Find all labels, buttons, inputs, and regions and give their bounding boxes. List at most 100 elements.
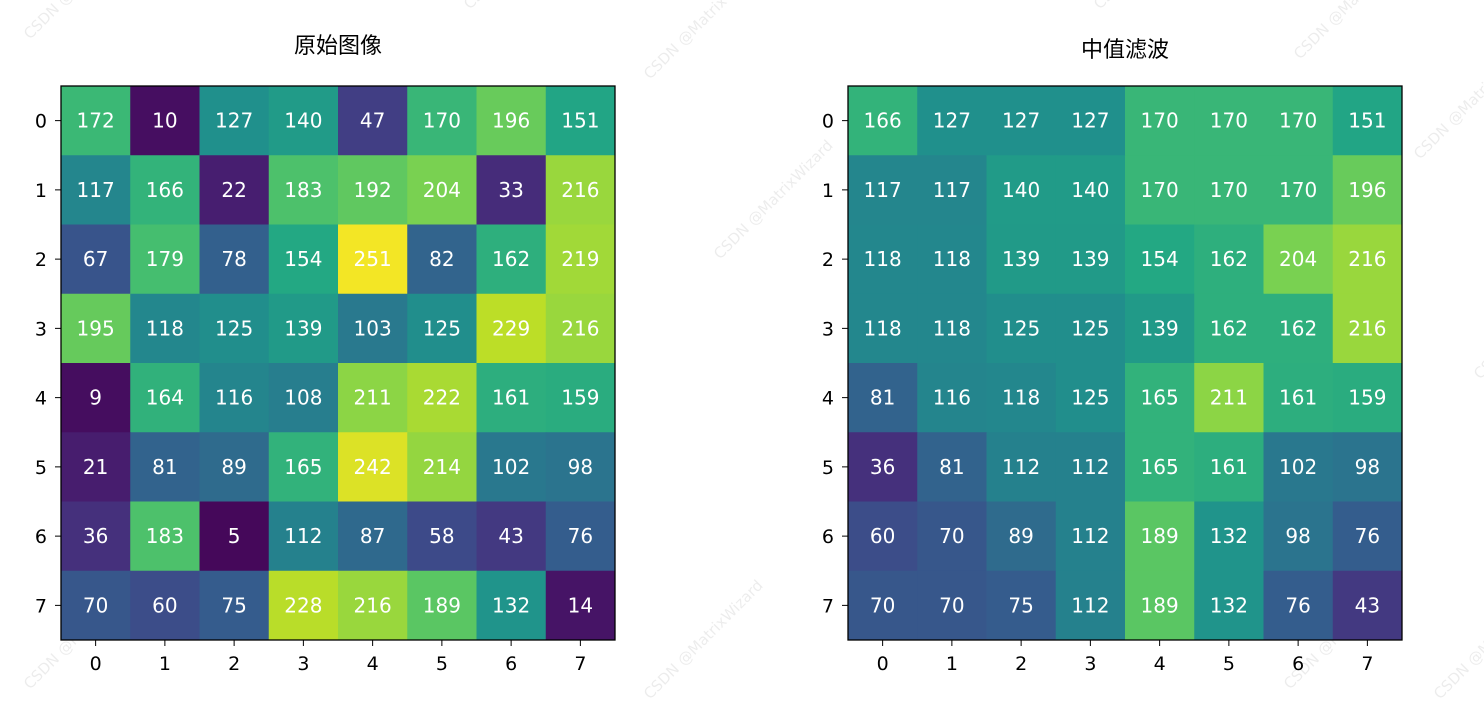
cell-value-label: 222 xyxy=(423,386,461,410)
cell-value-label: 118 xyxy=(864,316,902,340)
heatmap-cell xyxy=(199,293,270,364)
cell-value-label: 75 xyxy=(221,593,246,617)
heatmap-cell xyxy=(407,432,477,502)
y-tick-label: 3 xyxy=(35,318,47,340)
cell-value-label: 33 xyxy=(498,178,523,202)
y-tick-label: 0 xyxy=(35,111,47,133)
y-tick-label: 4 xyxy=(822,388,834,410)
cell-value-label: 10 xyxy=(152,109,177,133)
x-tick-label: 5 xyxy=(1223,653,1235,675)
watermark-text: CSDN @MatrixWizard xyxy=(1470,256,1484,383)
cell-value-label: 166 xyxy=(864,109,902,133)
heatmap-cell xyxy=(61,570,131,641)
watermark-text: CSDN @MatrixWizard xyxy=(640,0,767,83)
heatmap-cell xyxy=(61,224,131,295)
heatmap-cell xyxy=(545,155,616,225)
cell-value-label: 112 xyxy=(1071,455,1109,479)
heatmap-cell xyxy=(986,570,1057,641)
heatmap-cell xyxy=(338,363,408,433)
y-tick-label: 7 xyxy=(35,595,47,617)
x-tick-label: 6 xyxy=(1292,653,1304,675)
heatmap-cell xyxy=(917,224,987,295)
cell-value-label: 162 xyxy=(1279,316,1317,340)
cell-value-label: 112 xyxy=(1002,455,1040,479)
watermark-text: CSDN @MatrixWizard xyxy=(1090,0,1217,13)
y-tick-label: 1 xyxy=(35,180,47,202)
cell-value-label: 216 xyxy=(561,178,599,202)
heatmap-cell xyxy=(848,293,918,364)
cell-value-label: 132 xyxy=(1210,524,1248,548)
heatmap-cell xyxy=(1194,86,1264,156)
y-tick-label: 6 xyxy=(822,526,834,548)
y-tick-label: 4 xyxy=(35,388,47,410)
heatmap-cell xyxy=(1194,501,1264,572)
heatmap-cell xyxy=(1125,363,1195,433)
cell-value-label: 76 xyxy=(1285,593,1310,617)
cell-value-label: 102 xyxy=(492,455,530,479)
heatmap-cell xyxy=(1263,224,1334,295)
cell-value-label: 125 xyxy=(1002,316,1040,340)
heatmap-cell xyxy=(1194,155,1264,225)
heatmap-cell xyxy=(1125,501,1195,572)
cell-value-label: 161 xyxy=(492,386,530,410)
plot-frame xyxy=(60,85,616,641)
cell-value-label: 196 xyxy=(492,109,530,133)
cell-value-label: 125 xyxy=(1071,386,1109,410)
heatmap-cell xyxy=(338,570,408,641)
cell-value-label: 229 xyxy=(492,316,530,340)
cell-value-label: 118 xyxy=(864,247,902,271)
heatmap-cell xyxy=(268,432,339,502)
heatmap-cell xyxy=(268,86,339,156)
heatmap-cell xyxy=(848,363,918,433)
cell-value-label: 127 xyxy=(933,109,971,133)
heatmap-cell xyxy=(545,501,616,572)
heatmap-cell xyxy=(1194,432,1264,502)
heatmap-cell xyxy=(1055,570,1126,641)
heatmap-cell xyxy=(130,501,200,572)
heatmap-cell xyxy=(917,501,987,572)
cell-value-label: 159 xyxy=(1348,386,1386,410)
heatmap-cell xyxy=(545,432,616,502)
cell-value-label: 118 xyxy=(933,247,971,271)
chart-title: 原始图像 xyxy=(294,34,382,59)
y-tick-label: 5 xyxy=(35,457,47,479)
cell-value-label: 89 xyxy=(1008,524,1033,548)
cell-value-label: 151 xyxy=(561,109,599,133)
heatmap-cell xyxy=(1332,224,1403,295)
cell-value-label: 165 xyxy=(284,455,322,479)
watermark-text: CSDN @MatrixWizard xyxy=(1290,0,1417,63)
heatmap-cell xyxy=(61,432,131,502)
x-tick-label: 2 xyxy=(1015,653,1027,675)
cell-value-label: 117 xyxy=(864,178,902,202)
heatmap-cell xyxy=(1263,86,1334,156)
cell-value-label: 251 xyxy=(354,247,392,271)
cell-value-label: 98 xyxy=(1285,524,1310,548)
heatmap-cell xyxy=(1055,293,1126,364)
heatmap-cell xyxy=(1332,501,1403,572)
heatmap-cell xyxy=(199,501,270,572)
cell-value-label: 70 xyxy=(83,593,108,617)
cell-value-label: 170 xyxy=(1279,178,1317,202)
cell-value-label: 211 xyxy=(354,386,392,410)
cell-value-label: 75 xyxy=(1008,593,1033,617)
cell-value-label: 170 xyxy=(1210,109,1248,133)
cell-value-label: 165 xyxy=(1141,455,1179,479)
heatmap-cell xyxy=(130,86,200,156)
cell-value-label: 204 xyxy=(1279,247,1317,271)
heatmap-cell xyxy=(199,86,270,156)
plot-frame xyxy=(847,85,1403,641)
cell-value-label: 154 xyxy=(1141,247,1179,271)
cell-value-label: 70 xyxy=(870,593,895,617)
heatmap-cell xyxy=(1263,363,1334,433)
cell-value-label: 192 xyxy=(354,178,392,202)
heatmap-cell xyxy=(130,155,200,225)
cell-value-label: 172 xyxy=(77,109,115,133)
heatmap-cell xyxy=(268,293,339,364)
heatmap-cell xyxy=(986,363,1057,433)
watermark-text: CSDN @MatrixWizard xyxy=(710,136,837,263)
heatmap-cell xyxy=(848,86,918,156)
heatmap-cell xyxy=(917,86,987,156)
heatmap-cell xyxy=(848,155,918,225)
heatmap-cell xyxy=(407,363,477,433)
